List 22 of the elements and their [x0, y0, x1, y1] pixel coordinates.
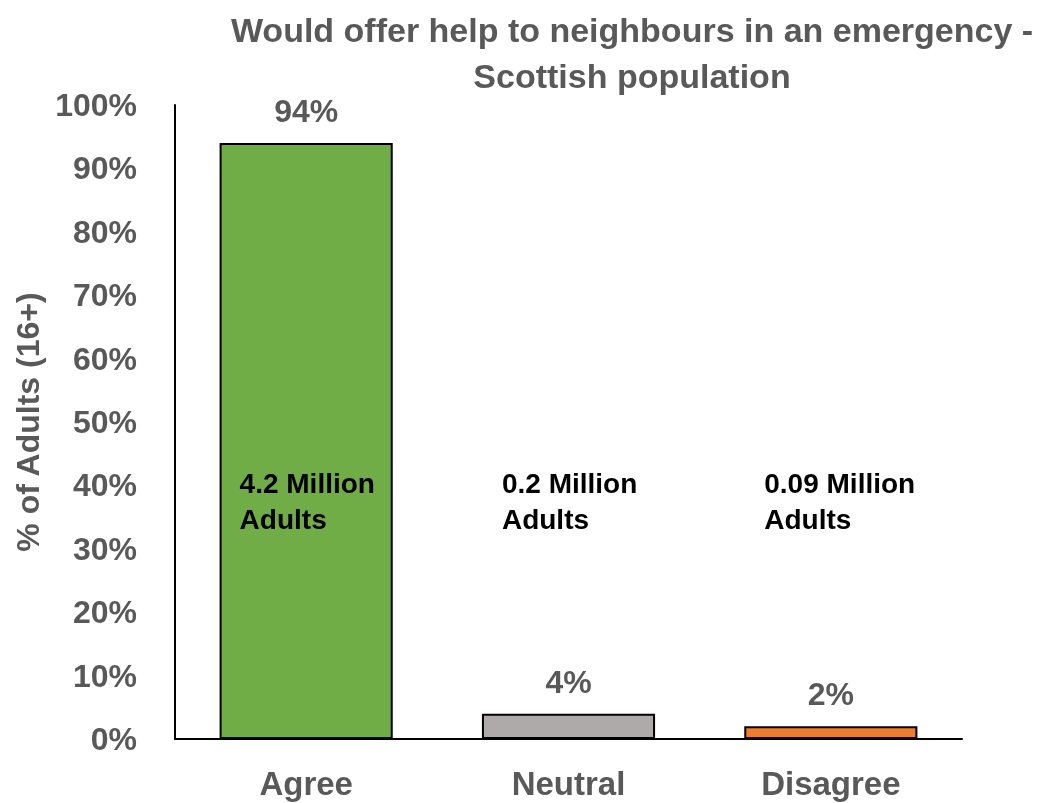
y-tick-label: 50% — [72, 404, 137, 440]
y-tick-label: 0% — [90, 721, 137, 757]
y-tick-label: 30% — [72, 530, 137, 567]
y-tick-label: 20% — [72, 594, 137, 631]
data-label: 4% — [545, 663, 592, 700]
data-label: 94% — [274, 93, 339, 130]
y-tick-label: 70% — [72, 277, 137, 314]
y-axis-title: % of Adults (16+) — [10, 292, 47, 552]
y-tick-label: 80% — [72, 213, 137, 250]
data-label: 2% — [807, 676, 854, 713]
y-tick-label: 10% — [72, 657, 137, 694]
x-tick-label: Neutral — [511, 765, 626, 802]
y-tick-label: 40% — [72, 467, 137, 504]
x-tick-label: Disagree — [761, 765, 901, 802]
y-tick-label: 90% — [72, 150, 137, 187]
y-tick-label: 60% — [72, 340, 137, 377]
annotation: 0.09 Million Adults — [764, 467, 916, 535]
annotation: 0.2 Million Adults — [501, 467, 638, 535]
annotation: 4.2 Million Adults — [239, 467, 375, 535]
x-tick-label: Agree — [259, 765, 353, 802]
chart-title: Would offer help to neighbours in an emergency - Scottish population — [230, 11, 1034, 95]
y-tick-label: 100% — [55, 87, 137, 123]
